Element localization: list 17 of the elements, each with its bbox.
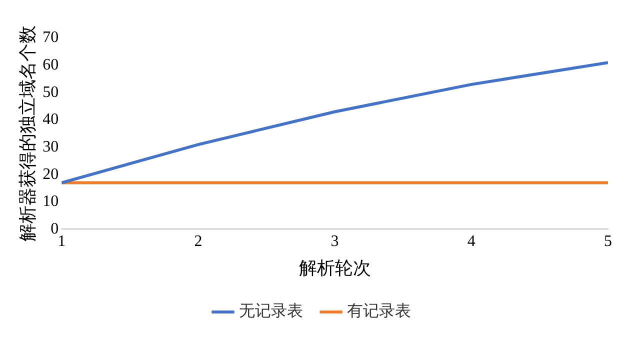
x-tick-label: 5 (604, 233, 612, 250)
y-tick-label: 0 (50, 220, 59, 238)
y-tick-label: 70 (42, 29, 59, 46)
y-axis-title: 解析器获得的独立域名个数 (18, 26, 38, 242)
legend-label: 无记录表 (239, 302, 303, 320)
legend-label: 有记录表 (347, 302, 411, 320)
y-tick-label: 50 (42, 84, 59, 101)
x-axis-title: 解析轮次 (298, 258, 371, 278)
y-tick-label: 10 (42, 193, 59, 210)
x-tick-label: 4 (467, 233, 476, 250)
y-tick-label: 30 (42, 138, 59, 156)
x-tick-label: 2 (194, 233, 202, 250)
y-tick-label: 20 (42, 166, 59, 183)
x-tick-label: 1 (58, 233, 66, 250)
x-tick-label: 3 (330, 233, 339, 250)
y-tick-label: 60 (42, 56, 59, 74)
y-tick-label: 40 (42, 111, 59, 128)
